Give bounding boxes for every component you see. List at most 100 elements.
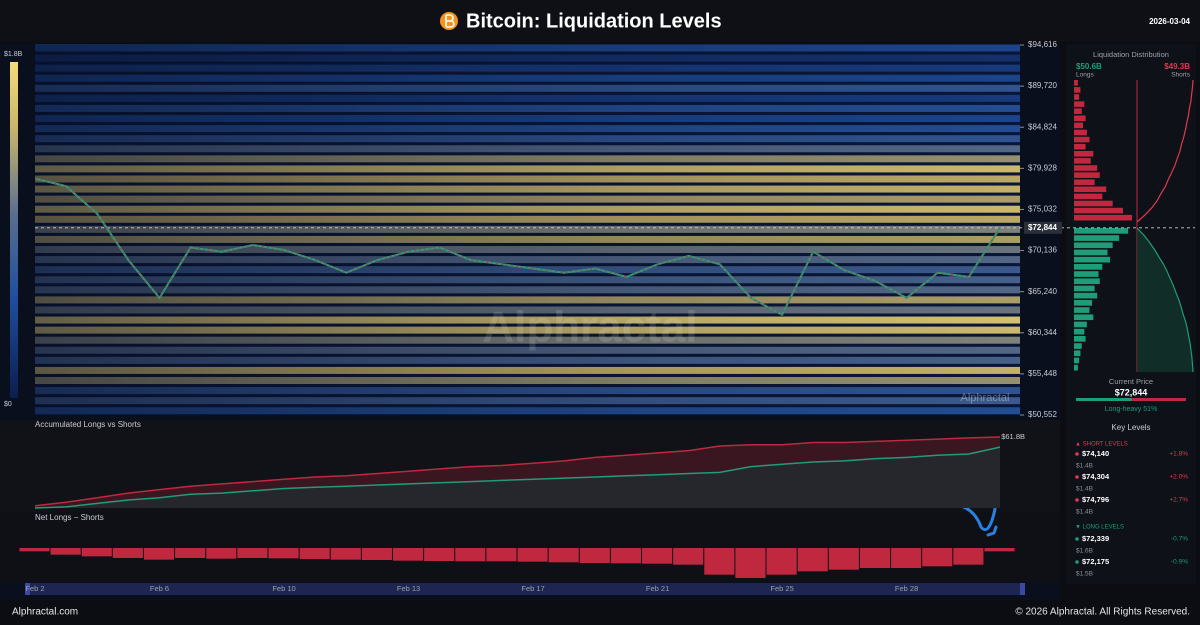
level-change: +2.0%: [1169, 474, 1188, 481]
bar: [486, 548, 517, 562]
long-bar: [1074, 271, 1099, 277]
short-bar: [1074, 172, 1100, 178]
bar: [642, 548, 673, 564]
y-tick-label: $70,136: [1028, 246, 1057, 255]
bar: [299, 548, 330, 559]
bitcoin-glyph: [445, 14, 455, 28]
level-dot: [1075, 560, 1079, 564]
longs-label: Longs: [1076, 72, 1094, 79]
page-title: Bitcoin: Liquidation Levels: [466, 10, 722, 32]
bar: [859, 548, 891, 568]
level-change: -0.9%: [1171, 559, 1188, 566]
x-tick-label: Feb 13: [397, 584, 420, 593]
value-label: $61.8B: [1001, 432, 1025, 441]
long-bar: [1074, 256, 1111, 263]
level-change: -0.7%: [1171, 536, 1188, 543]
distribution: [1074, 79, 1194, 373]
short-bar: [1074, 87, 1081, 93]
watermark-small: Alphractal: [961, 392, 1010, 404]
level-change: +1.8%: [1169, 451, 1188, 458]
level-dot: [1075, 475, 1079, 479]
y-tick-label: $84,824: [1028, 122, 1057, 131]
colorbar-label: $0: [4, 401, 12, 408]
bar: [237, 548, 268, 558]
long-bar: [1074, 242, 1113, 249]
panel-title: Net Longs − Shorts: [35, 513, 104, 522]
level-dot: [1075, 452, 1079, 456]
x-tick-label: Feb 25: [770, 584, 793, 593]
bar: [50, 548, 81, 555]
long-bar: [1074, 336, 1086, 342]
bar: [81, 548, 112, 557]
long-levels-title: ▼ LONG LEVELS: [1075, 525, 1124, 531]
y-tick-label: $65,240: [1028, 287, 1057, 296]
long-bar: [1074, 321, 1087, 328]
bar: [206, 548, 237, 559]
bar: [392, 548, 424, 561]
header-bar: [0, 0, 1200, 42]
long-bar: [1074, 300, 1093, 306]
current-price-box: [1024, 221, 1062, 234]
short-bar: [1074, 129, 1087, 136]
long-bar: [1074, 343, 1082, 349]
short-cumulative: [1136, 79, 1194, 223]
x-tick-label: Feb 17: [521, 584, 544, 593]
level-size: $1.4B: [1076, 509, 1093, 516]
level-dot: [1075, 537, 1079, 541]
panel-title: Accumulated Longs vs Shorts: [35, 420, 141, 429]
sidebar-title: Liquidation Distribution: [1093, 50, 1169, 59]
long-bar: [1074, 307, 1090, 313]
short-bar: [1074, 186, 1107, 193]
level-size: $1.5B: [1076, 571, 1093, 578]
y-tick-label: $60,344: [1028, 328, 1057, 337]
shorts-total: $49.3B: [1164, 62, 1190, 71]
colorbar-label: $1.8B: [4, 51, 23, 58]
x-tick-label: Feb 28: [895, 584, 918, 593]
bar: [424, 548, 455, 561]
level-change: +2.7%: [1169, 497, 1188, 504]
current-price: $72,844: [1115, 387, 1148, 397]
bar: [673, 548, 704, 565]
date: 2026-03-04: [1149, 17, 1190, 26]
series-line: [34, 436, 1001, 507]
short-bar: [1074, 200, 1113, 207]
footer-right: © 2026 Alphractal. All Rights Reserved.: [1015, 607, 1190, 618]
bar: [735, 548, 766, 578]
bar: [922, 548, 953, 567]
long-bar: [1074, 350, 1081, 357]
long-cumulative-area: [1137, 228, 1193, 372]
long-bar: [1074, 228, 1129, 234]
y-tick-label: $79,928: [1028, 163, 1057, 172]
short-bar: [1074, 122, 1084, 129]
bar: [361, 548, 392, 560]
price-line-shadow: [34, 178, 1001, 316]
level-size: $1.6B: [1076, 548, 1093, 555]
short-bar: [1074, 207, 1123, 214]
y-tick-label: $89,720: [1028, 81, 1057, 90]
short-bar: [1074, 115, 1086, 122]
level-price: $72,339: [1082, 534, 1109, 543]
series-line: [34, 446, 1001, 509]
y-tick-label: $94,616: [1028, 40, 1057, 49]
level-price: $72,175: [1082, 557, 1109, 566]
long-bar: [1074, 364, 1078, 371]
short-bar: [1074, 158, 1091, 164]
area: [35, 447, 1000, 508]
current-price-label: Current Price: [1109, 377, 1153, 386]
long-bar: [1074, 328, 1085, 335]
short-bar: [1074, 193, 1103, 200]
bar: [548, 548, 579, 563]
scroll-handle: [1020, 583, 1025, 595]
bar: [455, 548, 486, 562]
long-bar: [1074, 292, 1098, 299]
bar: [766, 548, 797, 575]
current-price-label: $72,844: [1028, 223, 1057, 232]
long-bar: [1074, 278, 1100, 285]
x-tick-label: Feb 2: [25, 584, 44, 593]
shorts-label: Shorts: [1171, 72, 1191, 79]
short-levels-title: ▲ SHORT LEVELS: [1075, 442, 1128, 448]
short-bar: [1074, 179, 1095, 185]
bar: [610, 548, 642, 564]
net-panel: [0, 512, 1060, 582]
short-bar: [1074, 94, 1080, 100]
